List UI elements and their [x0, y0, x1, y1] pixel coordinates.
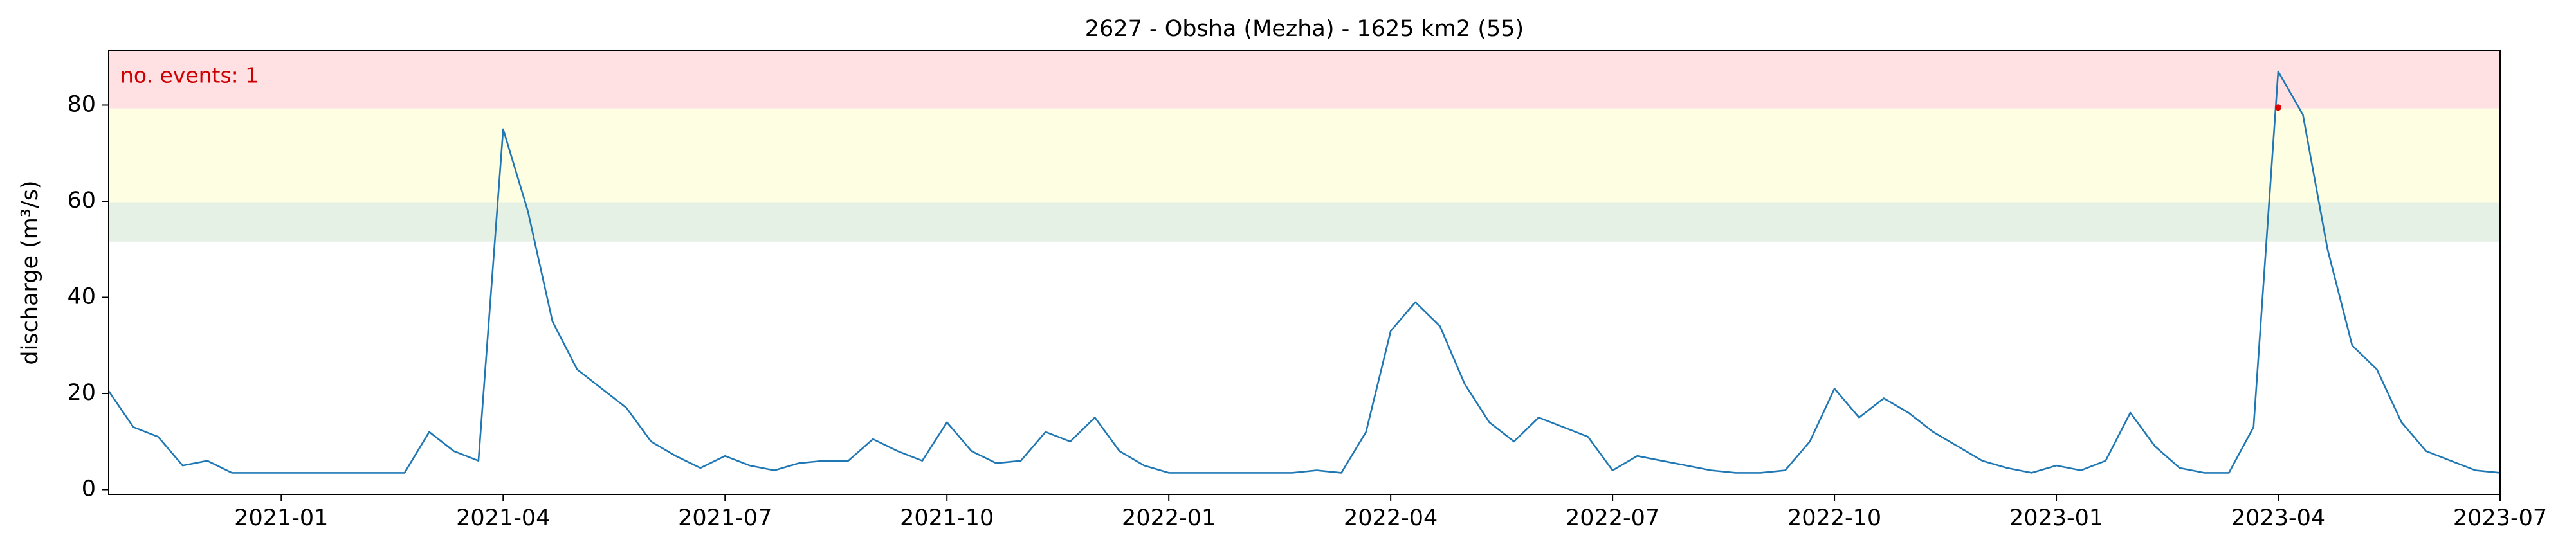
x-tick-label: 2021-07 — [678, 505, 772, 531]
threshold-band — [109, 108, 2500, 203]
x-tick-label: 2021-01 — [234, 505, 328, 531]
y-axis-label: discharge (m³/s) — [17, 180, 43, 365]
y-tick-label: 20 — [67, 380, 96, 406]
x-tick-label: 2021-10 — [900, 505, 994, 531]
y-tick-label: 80 — [67, 91, 96, 117]
threshold-band — [109, 202, 2500, 242]
x-tick-label: 2021-04 — [456, 505, 550, 531]
x-tick-label: 2022-01 — [1122, 505, 1216, 531]
chart-title: 2627 - Obsha (Mezha) - 1625 km2 (55) — [1085, 16, 1524, 42]
plot-frame — [108, 50, 2501, 495]
x-tick-label: 2022-04 — [1344, 505, 1438, 531]
x-tick-label: 2023-07 — [2453, 505, 2547, 531]
threshold-band — [109, 51, 2500, 109]
y-tick-label: 60 — [67, 188, 96, 213]
event-marker — [2275, 104, 2282, 111]
discharge-line — [107, 70, 2501, 474]
y-tick-label: 40 — [67, 284, 96, 309]
x-tick-label: 2022-07 — [1566, 505, 1659, 531]
annotation: no. events: 1 — [120, 63, 259, 88]
x-tick-label: 2023-04 — [2231, 505, 2325, 531]
x-tick-label: 2023-01 — [2009, 505, 2103, 531]
x-tick-label: 2022-10 — [1787, 505, 1881, 531]
y-tick-label: 0 — [82, 476, 96, 502]
